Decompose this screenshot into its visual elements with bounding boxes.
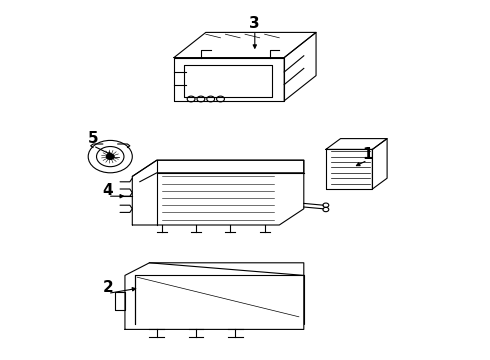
Text: 2: 2 xyxy=(102,280,113,296)
Text: 1: 1 xyxy=(362,147,373,162)
Circle shape xyxy=(106,154,114,159)
Text: 4: 4 xyxy=(102,183,113,198)
Text: 3: 3 xyxy=(249,16,260,31)
Text: 5: 5 xyxy=(88,131,98,146)
